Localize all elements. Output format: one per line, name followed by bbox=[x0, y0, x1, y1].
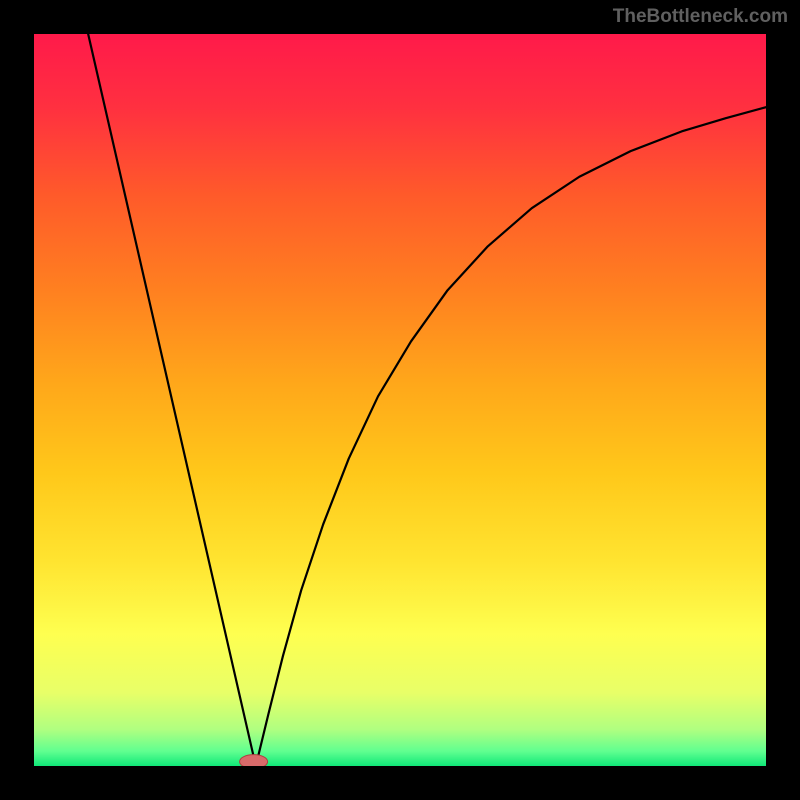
chart-container: TheBottleneck.com bbox=[0, 0, 800, 800]
watermark-text: TheBottleneck.com bbox=[613, 6, 788, 28]
plot-area bbox=[34, 34, 766, 766]
bottleneck-curve bbox=[88, 34, 766, 766]
minimum-marker bbox=[240, 755, 268, 766]
curve-layer bbox=[34, 34, 766, 766]
